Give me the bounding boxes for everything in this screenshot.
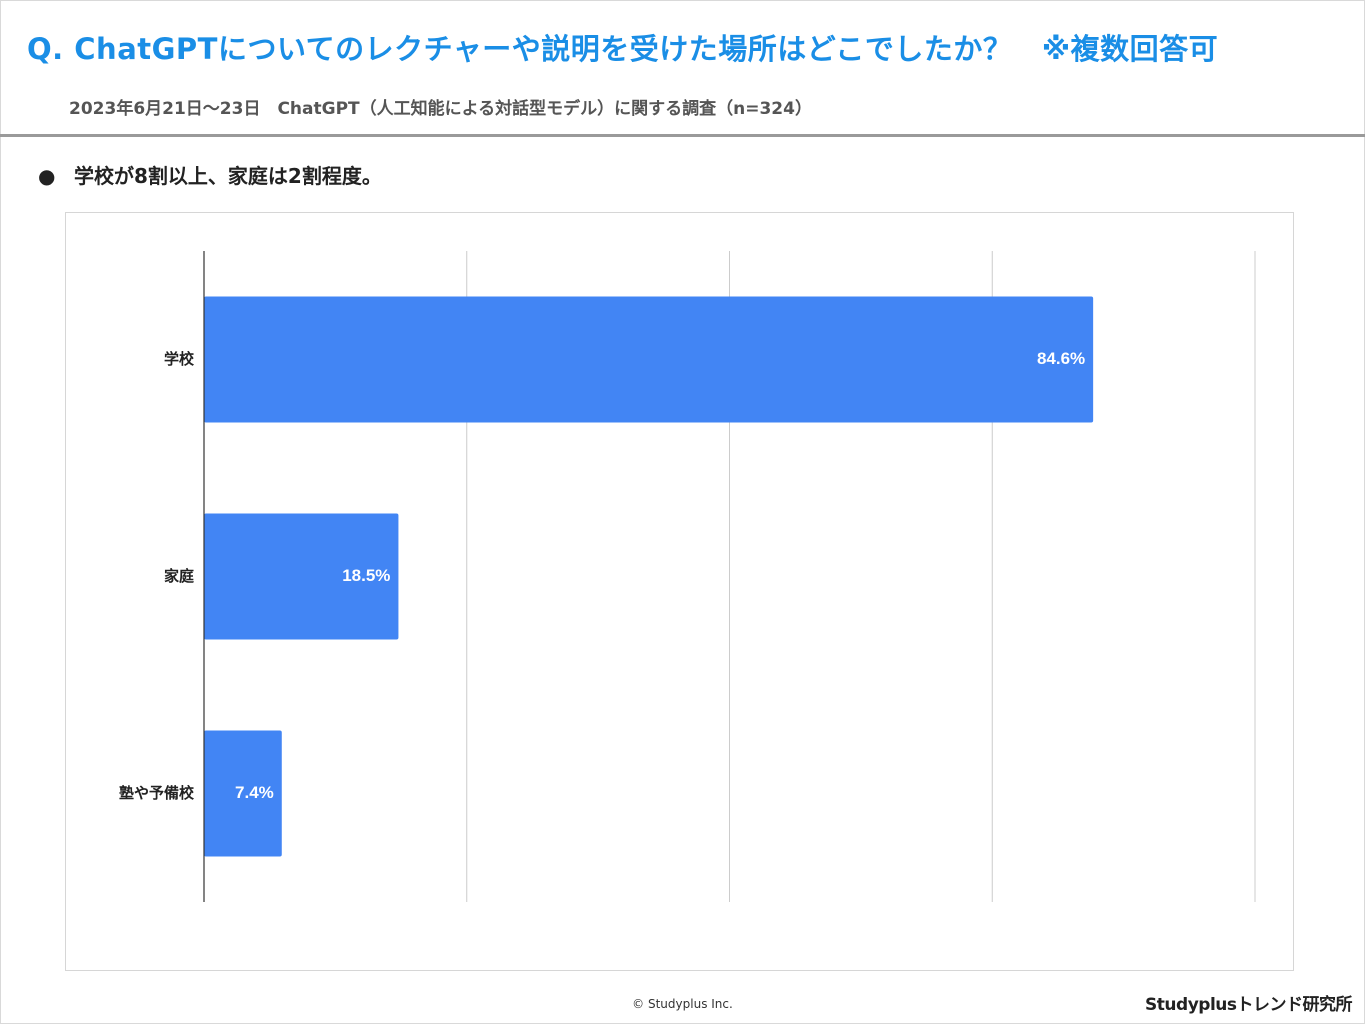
category-label: 家庭 [164,567,195,585]
bar [204,296,1094,423]
bar [204,730,282,857]
header-divider [0,134,1365,137]
bar-chart: 学校 84.6% 家庭 18.5% 塾や予備校 7.4% [119,251,1256,902]
value-label: 84.6% [1037,349,1085,368]
bullet-icon: ● [38,164,56,188]
brand-logo-text: Studyplusトレンド研究所 [1145,995,1352,1015]
value-label: 18.5% [342,566,390,585]
summary-line: ● 学校が8割以上、家庭は2割程度。 [38,160,382,189]
category-label: 塾や予備校 [119,784,195,802]
copyright: © Studyplus Inc. [632,997,733,1011]
summary-text: 学校が8割以上、家庭は2割程度。 [74,164,382,188]
question-title: Q. ChatGPTについてのレクチャーや説明を受けた場所はどこでしたか？ ※複… [27,32,1219,66]
bar [204,513,399,640]
survey-subtitle: 2023年6月21日～23日 ChatGPT（人工知能による対話型モデル）に関す… [69,99,812,119]
chart-container: 学校 84.6% 家庭 18.5% 塾や予備校 7.4% [65,212,1294,971]
category-label: 学校 [164,350,195,368]
value-label: 7.4% [235,783,274,802]
